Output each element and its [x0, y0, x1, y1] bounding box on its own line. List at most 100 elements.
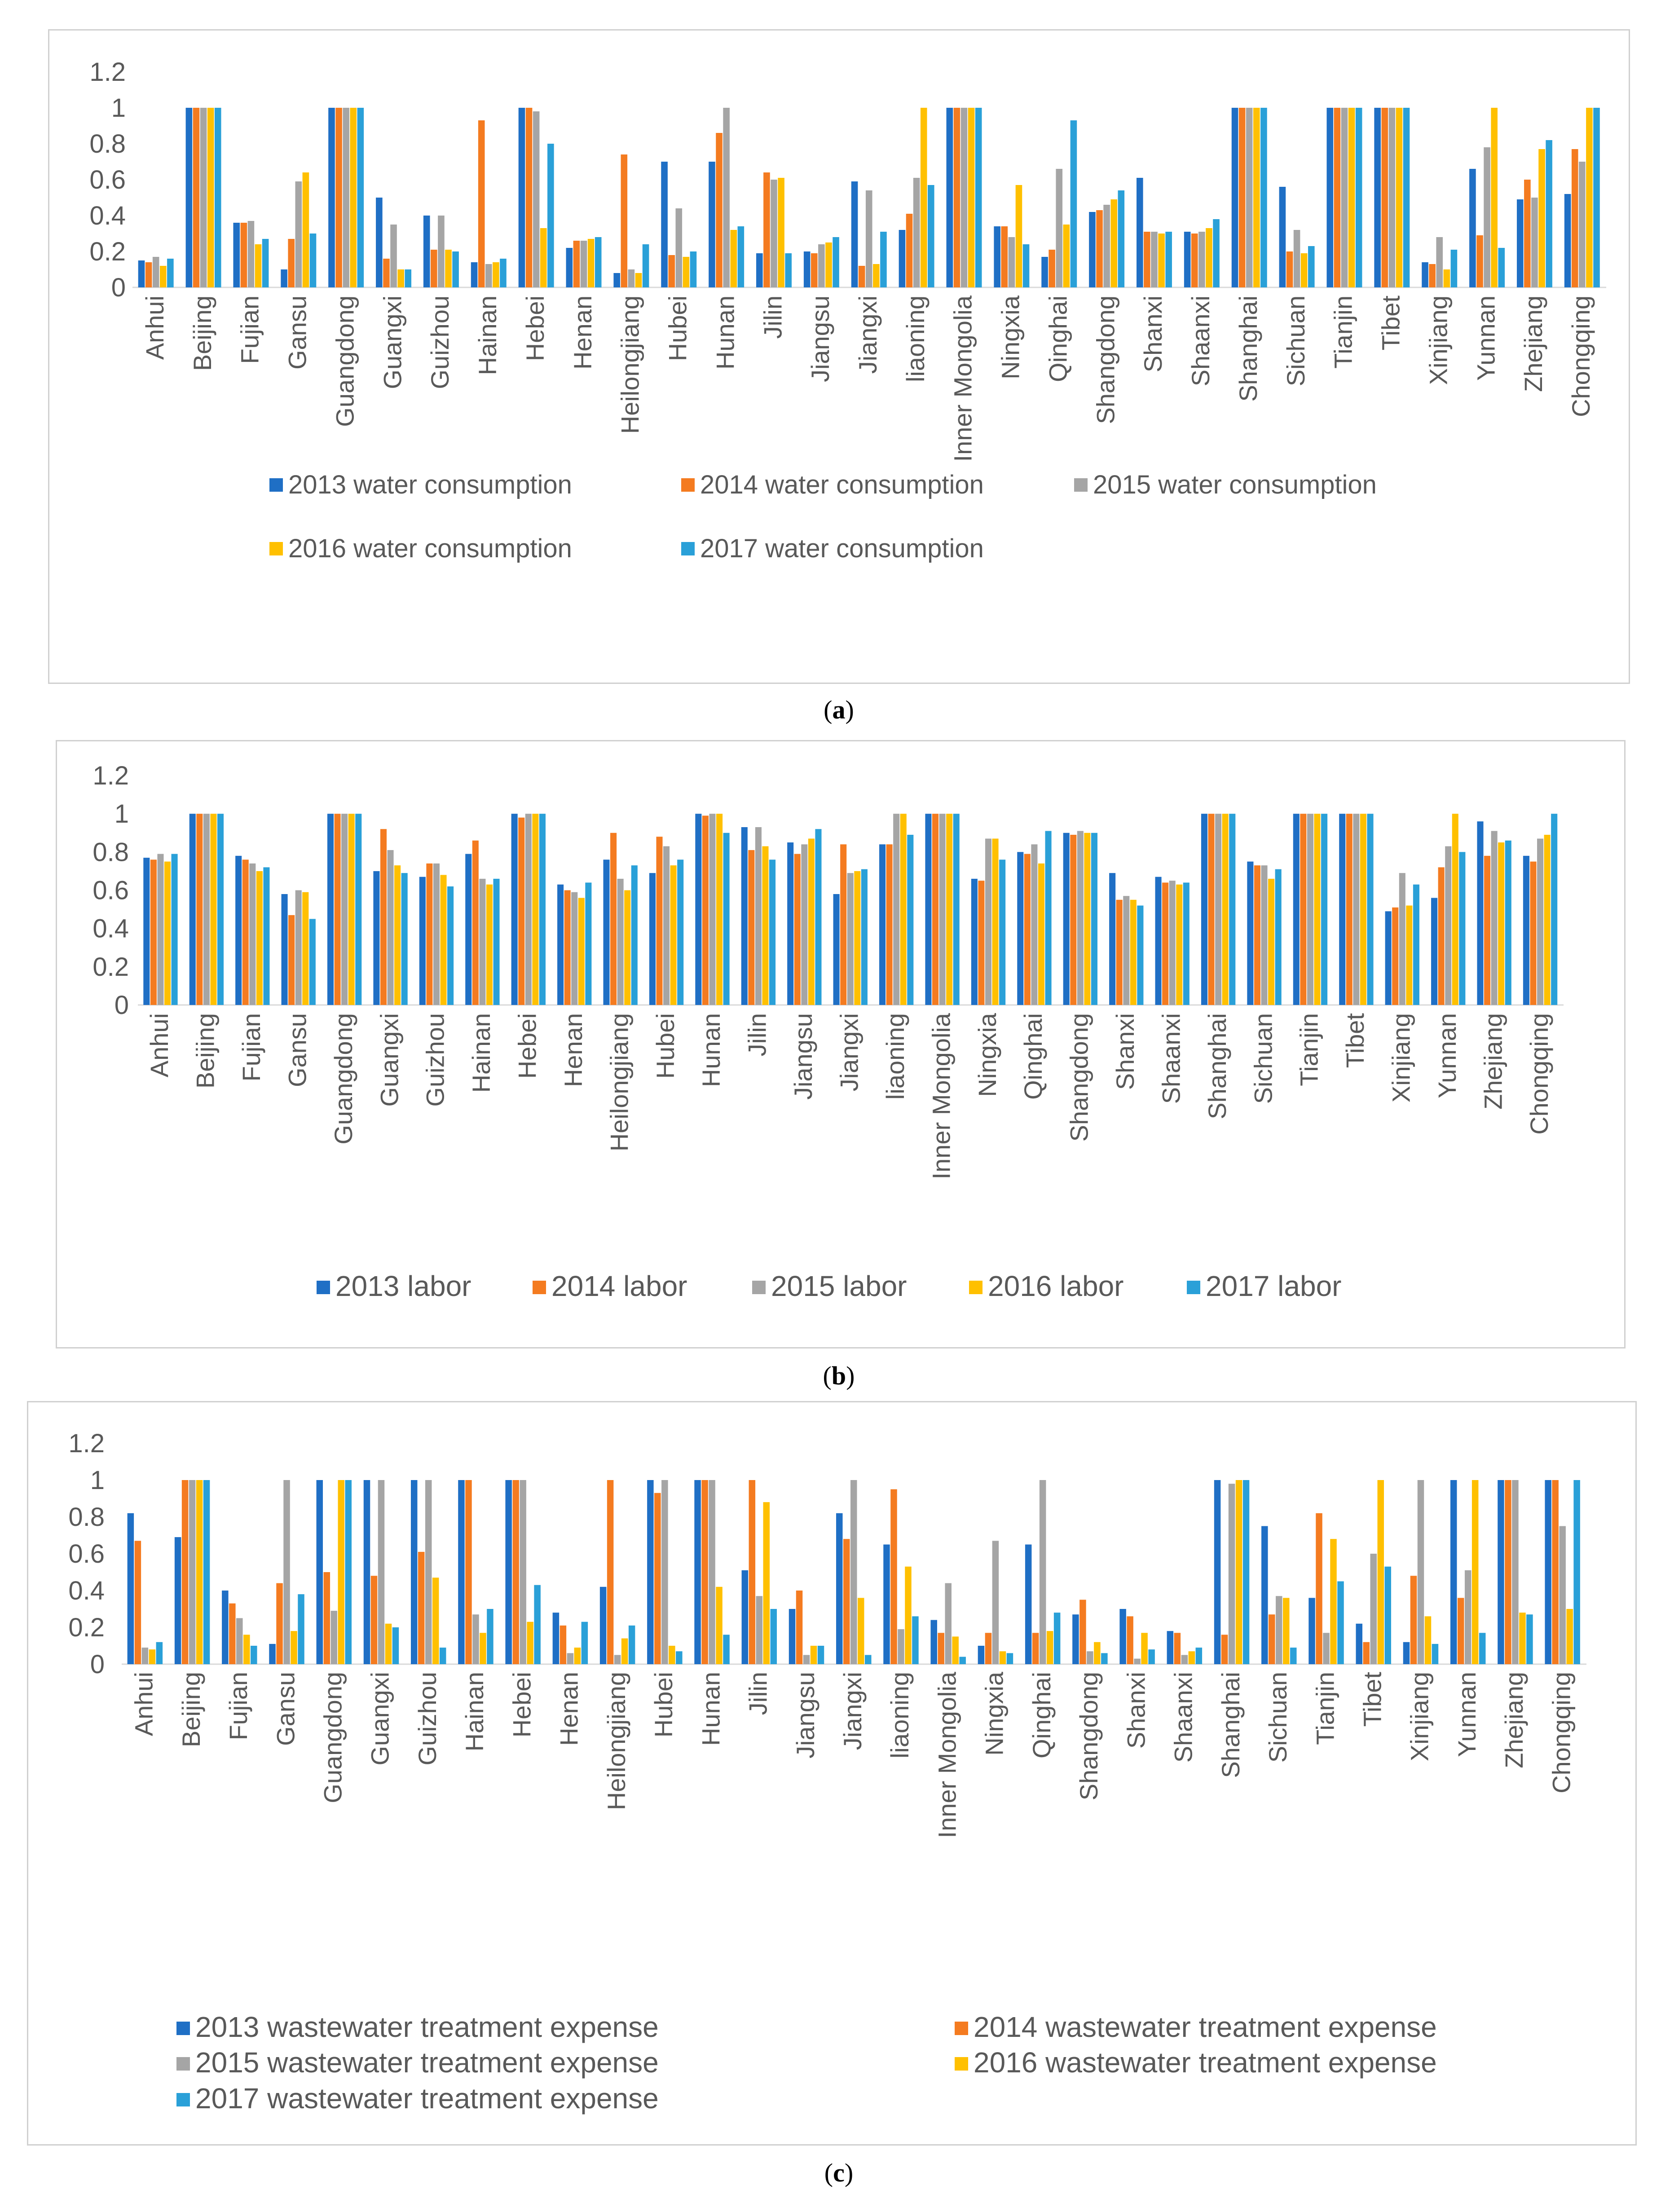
bar [1201, 814, 1208, 1005]
bar [185, 108, 193, 287]
bar [796, 1591, 803, 1664]
legend-label: 2015 water consumption [1093, 470, 1377, 499]
x-tick-label: Hainan [460, 1672, 489, 1751]
bar [864, 1655, 872, 1664]
bar [709, 162, 715, 287]
bar [663, 846, 670, 1005]
bar [520, 1480, 526, 1664]
bar [390, 225, 397, 287]
bar [756, 253, 763, 287]
bar [486, 884, 493, 1005]
bar [709, 1480, 715, 1664]
x-tick-label: Anhui [141, 295, 169, 360]
bar [833, 237, 839, 287]
bar [222, 1591, 229, 1664]
bar [255, 244, 262, 287]
y-tick-label: 0.4 [89, 201, 126, 230]
bar [203, 814, 210, 1005]
bar [532, 814, 539, 1005]
x-tick-label: Shangdong [1065, 1013, 1093, 1142]
bar [978, 881, 985, 1005]
bar [281, 269, 287, 287]
legend-label: 2016 water consumption [288, 534, 572, 563]
x-tick-label: Chongqing [1525, 1013, 1553, 1135]
bar [801, 844, 808, 1005]
bar [1008, 237, 1015, 287]
x-tick-label: Hubei [649, 1672, 678, 1737]
bar [1070, 835, 1077, 1005]
bar [580, 241, 587, 287]
legend-label: 2017 water consumption [700, 534, 984, 563]
bar [251, 1646, 257, 1664]
bar [156, 1642, 163, 1664]
bar [741, 827, 748, 1005]
bar [899, 230, 906, 287]
bar [702, 815, 709, 1005]
bar [1101, 1653, 1108, 1664]
bar [585, 882, 592, 1005]
x-tick-label: Tibet [1341, 1013, 1369, 1068]
bar [880, 232, 887, 287]
bar [141, 1648, 149, 1664]
legend-swatch [681, 478, 695, 492]
bar [1523, 855, 1529, 1005]
bar [1215, 814, 1222, 1005]
x-tick-label: Jiangxi [835, 1013, 864, 1091]
bar [1573, 1480, 1580, 1664]
bar [709, 814, 716, 1005]
x-tick-label: Qinghai [1044, 295, 1072, 382]
bar [485, 264, 492, 287]
bar [817, 1646, 824, 1664]
bar [1422, 262, 1428, 287]
bar [350, 108, 357, 287]
bar [1169, 881, 1176, 1005]
x-tick-label: Henan [568, 295, 597, 370]
bar [861, 869, 868, 1005]
bar [1472, 1480, 1479, 1664]
bar [1063, 833, 1070, 1005]
bar [789, 1609, 796, 1664]
x-tick-label: Hunan [696, 1672, 725, 1746]
legend-swatch [955, 2057, 968, 2071]
x-tick-label: Shaanxi [1157, 1013, 1185, 1104]
x-tick-label: Gansu [283, 1013, 311, 1087]
x-tick-label: liaoning [886, 1672, 914, 1758]
bar [1191, 234, 1198, 287]
bar [207, 108, 214, 287]
bar [1505, 1480, 1511, 1664]
x-tick-label: Hunan [697, 1013, 725, 1087]
y-tick-label: 0.2 [89, 237, 126, 266]
x-tick-label: Guangxi [366, 1672, 394, 1766]
bar [999, 859, 1006, 1005]
bar [811, 253, 818, 287]
bar [487, 1609, 493, 1664]
bar [465, 1480, 472, 1664]
bar [256, 871, 263, 1005]
bar [447, 886, 454, 1005]
legend-swatch [176, 2022, 190, 2035]
bar [578, 898, 585, 1005]
bar [217, 814, 224, 1005]
legend-swatch [969, 1281, 983, 1294]
y-tick-label: 0 [111, 273, 126, 302]
x-tick-label: Shangdong [1091, 295, 1119, 424]
x-tick-label: liaoning [881, 1013, 909, 1100]
bar [1526, 1614, 1533, 1664]
bar [1505, 840, 1511, 1005]
bar [1429, 264, 1436, 287]
legend-swatch [317, 1281, 330, 1294]
bar [1110, 199, 1117, 287]
bar [533, 111, 540, 287]
bar [785, 253, 792, 287]
x-tick-label: Tianjin [1329, 295, 1357, 369]
bar [778, 178, 784, 287]
bar [157, 854, 164, 1005]
x-tick-label: Beijing [188, 295, 216, 371]
bar [439, 1648, 446, 1664]
bar [1134, 1658, 1141, 1664]
bar [478, 120, 485, 287]
bar [387, 850, 394, 1005]
x-tick-label: Gansu [271, 1672, 300, 1746]
bar [769, 859, 776, 1005]
bar [1109, 873, 1116, 1005]
